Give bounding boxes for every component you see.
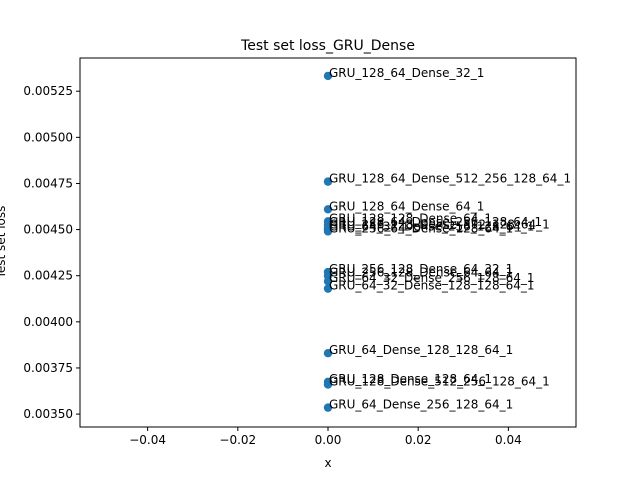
point-label: GRU_256_128_Dense_64_32_1 [329, 262, 513, 276]
y-tick-label: 0.00475 [23, 176, 73, 190]
y-tick-label: 0.00500 [23, 130, 73, 144]
point-label: GRU_128_Dense_512_256_128_64_1 [329, 375, 550, 389]
point-label: GRU_128_128_Dense_64_1 [329, 211, 492, 225]
x-axis-label: x [324, 456, 331, 470]
point-label: GRU_64_32_Dense_256_128_64_1 [329, 271, 535, 285]
y-tick-label: 0.00375 [23, 361, 73, 375]
data-point [323, 349, 333, 358]
data-point [323, 403, 333, 412]
chart-title: Test set loss_GRU_Dense [240, 38, 415, 54]
point-label: GRU_256_128_Dense_512_128_64_1 [329, 218, 550, 232]
data-point [323, 205, 333, 214]
axes-frame [79, 57, 577, 428]
data-point [323, 71, 333, 81]
point-label: GRU_256_64_Dense_128_64_1 [329, 221, 513, 235]
data-point [323, 277, 333, 286]
y-tick-label: 0.00450 [23, 223, 73, 237]
point-label: GRU_64_32_Dense_256_128_64_1 [329, 220, 535, 234]
x-tick-label: 0.00 [315, 433, 342, 447]
x-tick-label: −0.04 [129, 433, 166, 447]
x-tick-label: 0.04 [495, 433, 522, 447]
point-label: GRU_128_64_Dense_32_1 [329, 66, 484, 80]
y-tick-label: 0.00350 [23, 407, 73, 421]
x-tick-label: 0.02 [405, 433, 432, 447]
y-axis-label: Test set loss [0, 206, 8, 280]
data-point [323, 380, 333, 389]
data-point [323, 284, 333, 293]
point-label: GRU_128_64_Dense_64_1 [329, 199, 484, 213]
data-point [323, 177, 333, 186]
plot-area: −0.04 −0.02 0.00 0.02 0.04 0.00350 0.00375 0.00… [23, 66, 571, 447]
point-label: GRU_128_Dense_128_64_1 [329, 372, 492, 386]
data-point [323, 227, 333, 236]
point-label: GRU_128_64_Dense_512_256_128_64_1 [329, 172, 571, 186]
x-tick-label: −0.02 [219, 433, 256, 447]
point-label: GRU_64_Dense_128_128_64_1 [329, 343, 513, 357]
y-tick-label: 0.00400 [23, 315, 73, 329]
y-tick-label: 0.00525 [23, 84, 73, 98]
point-label: GRU_64_Dense_256_128_64_1 [329, 398, 513, 412]
point-label: GRU_128_64_Dense_256_128_64_1 [329, 215, 542, 229]
y-tick-label: 0.00425 [23, 269, 73, 283]
point-label: GRU_256_128_Dense_64_64_1 [329, 266, 513, 280]
point-label: GRU_64_32_Dense_128_128_64_1 [329, 279, 535, 293]
